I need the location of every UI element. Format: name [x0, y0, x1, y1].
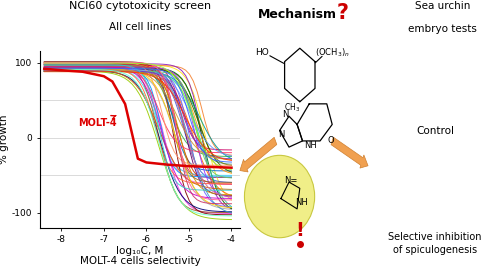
Text: NCI60 cytotoxicity screen: NCI60 cytotoxicity screen	[69, 1, 211, 11]
FancyArrow shape	[240, 137, 277, 172]
Text: Selective inhibition
of spiculogenesis: Selective inhibition of spiculogenesis	[388, 232, 482, 255]
Text: CH$_3$: CH$_3$	[284, 102, 300, 114]
Text: N: N	[282, 110, 288, 119]
Text: HO: HO	[255, 48, 269, 57]
Text: N: N	[278, 130, 284, 139]
Text: Mechanism: Mechanism	[258, 8, 336, 21]
Y-axis label: % growth: % growth	[0, 115, 9, 164]
Text: N=: N=	[284, 176, 297, 185]
Text: (OCH$_3$)$_n$: (OCH$_3$)$_n$	[315, 46, 350, 59]
Text: Control: Control	[416, 126, 454, 136]
Text: All cell lines: All cell lines	[109, 22, 171, 32]
X-axis label: log₁₀C, M: log₁₀C, M	[116, 246, 164, 256]
Text: Sea urchin: Sea urchin	[415, 1, 470, 11]
Text: NH: NH	[304, 141, 317, 150]
FancyArrow shape	[331, 137, 368, 168]
Text: MOLT-4: MOLT-4	[78, 116, 117, 128]
Ellipse shape	[244, 155, 314, 238]
Text: ?: ?	[336, 3, 348, 23]
Text: embryo tests: embryo tests	[408, 24, 477, 34]
Text: O: O	[328, 136, 334, 146]
Text: MOLT-4 cells selectivity: MOLT-4 cells selectivity	[80, 256, 200, 266]
Text: NH: NH	[295, 198, 308, 207]
Text: !: !	[296, 221, 304, 240]
